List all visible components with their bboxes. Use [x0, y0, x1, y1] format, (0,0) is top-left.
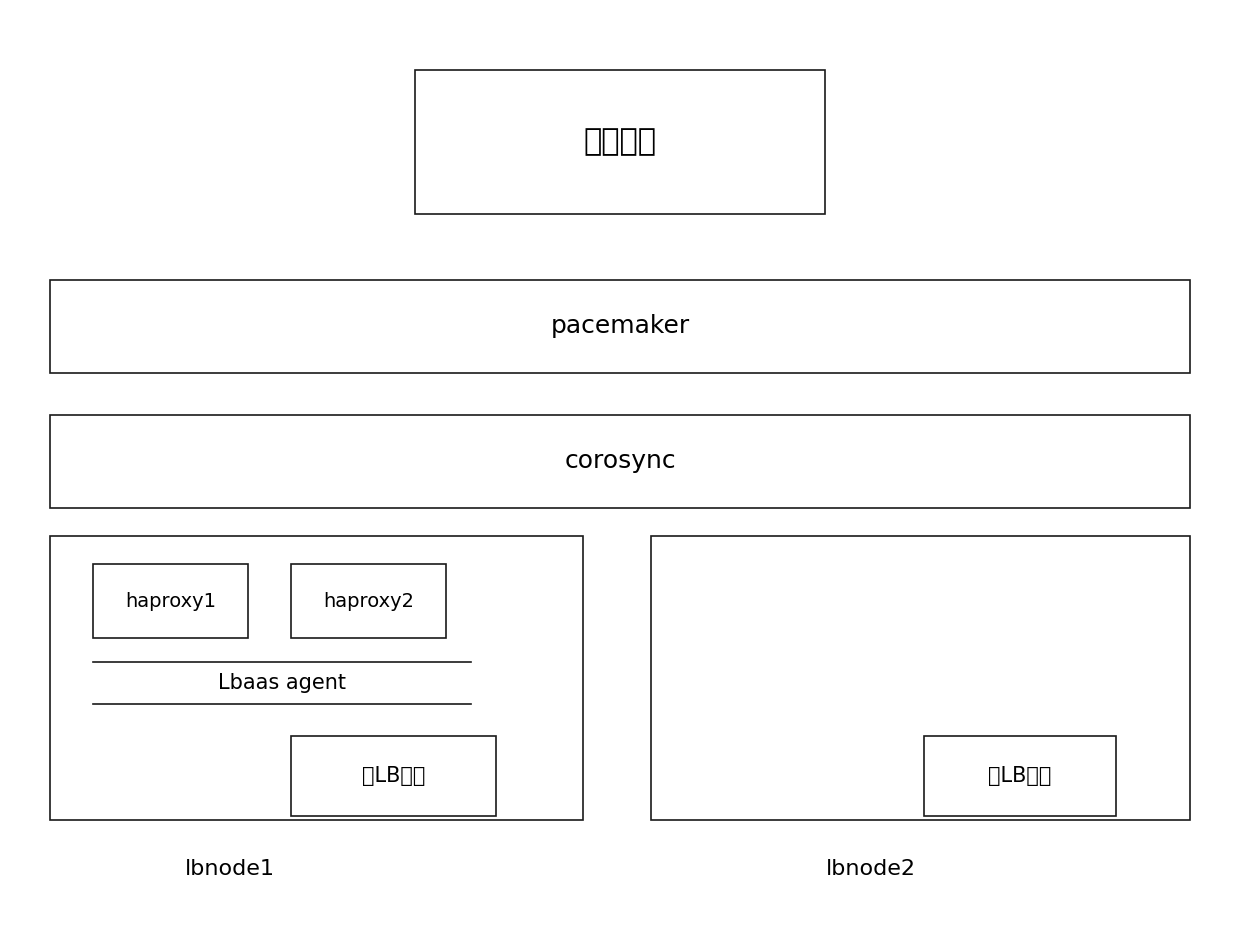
Text: pacemaker: pacemaker: [551, 314, 689, 338]
Text: 控制节点: 控制节点: [584, 128, 656, 157]
Text: corosync: corosync: [564, 449, 676, 473]
Bar: [93, 564, 248, 638]
Bar: [50, 415, 1190, 508]
Text: 主LB节点: 主LB节点: [362, 766, 425, 786]
Text: 备LB节点: 备LB节点: [988, 766, 1052, 786]
Text: Lbaas agent: Lbaas agent: [218, 673, 346, 692]
Bar: [924, 736, 1116, 816]
Text: haproxy1: haproxy1: [125, 592, 216, 610]
Bar: [291, 564, 446, 638]
Text: haproxy2: haproxy2: [324, 592, 414, 610]
Bar: [50, 280, 1190, 373]
Bar: [50, 536, 583, 820]
Bar: [415, 70, 825, 214]
Bar: [291, 736, 496, 816]
Text: lbnode1: lbnode1: [185, 858, 274, 879]
Bar: [651, 536, 1190, 820]
Text: lbnode2: lbnode2: [826, 858, 916, 879]
